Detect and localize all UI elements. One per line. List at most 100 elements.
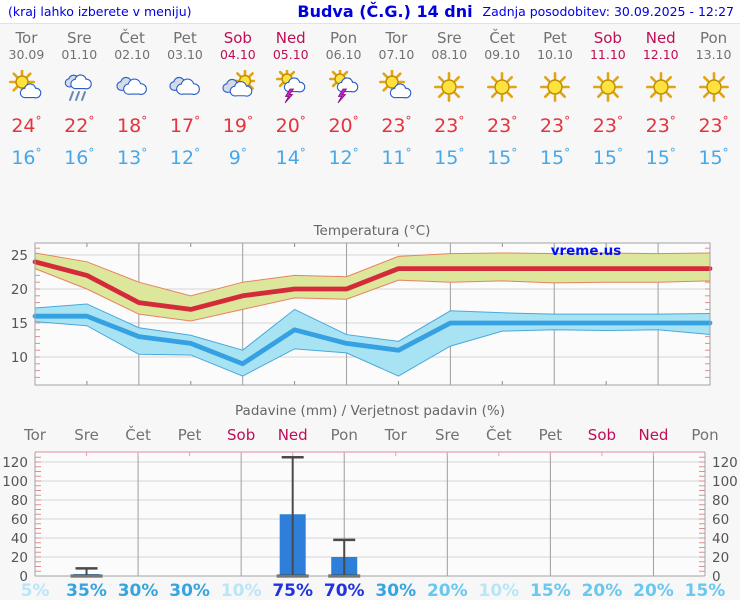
weather-icon-sun bbox=[434, 71, 465, 102]
temp-y-tick: 15 bbox=[11, 316, 28, 332]
precip-probability: 30% bbox=[118, 581, 159, 600]
day-column[interactable]: Sre 08.10 23° 15° bbox=[423, 30, 476, 170]
precip-day-label: Pet bbox=[539, 426, 563, 444]
day-column[interactable]: Ned 12.10 23° 15° bbox=[634, 30, 687, 170]
day-name: Ned bbox=[275, 29, 306, 47]
day-column[interactable]: Sob 04.10 19° 9° bbox=[211, 30, 264, 170]
temp-y-tick: 10 bbox=[11, 350, 28, 366]
precip-probability: 5% bbox=[21, 581, 50, 600]
precip-y-tick-left: 80 bbox=[11, 493, 28, 509]
day-name: Sre bbox=[436, 29, 462, 47]
day-date: 07.10 bbox=[378, 47, 415, 62]
precip-y-tick-right: 40 bbox=[712, 531, 729, 547]
day-name: Pet bbox=[173, 29, 197, 47]
day-date: 08.10 bbox=[431, 47, 468, 62]
day-min-temperature: 15° bbox=[434, 146, 465, 169]
day-max-temperature: 23° bbox=[487, 114, 518, 137]
day-column[interactable]: Pet 10.10 23° 15° bbox=[529, 30, 582, 170]
day-min-temperature: 15° bbox=[698, 146, 729, 169]
day-name: Sob bbox=[223, 29, 252, 47]
weather-icon-sun bbox=[487, 71, 518, 102]
precip-probability: 70% bbox=[324, 581, 365, 600]
day-name: Pet bbox=[543, 29, 567, 47]
day-max-temperature: 22° bbox=[64, 114, 95, 137]
precip-y-tick-left: 100 bbox=[2, 474, 28, 490]
day-max-temperature: 23° bbox=[539, 114, 571, 137]
day-date: 04.10 bbox=[219, 47, 256, 62]
precip-y-tick-right: 20 bbox=[712, 550, 729, 566]
day-name: Pon bbox=[699, 29, 728, 47]
day-min-temperature: 15° bbox=[487, 146, 518, 169]
day-column[interactable]: Sob 11.10 23° 15° bbox=[581, 30, 634, 170]
weather-icon-sun-cloud bbox=[379, 70, 412, 99]
weather-icon-cloud-sun bbox=[222, 70, 255, 97]
day-min-temperature: 14° bbox=[275, 146, 306, 169]
precip-day-label: Tor bbox=[384, 426, 408, 444]
day-column[interactable]: Tor 30.09 24° 16° bbox=[0, 30, 53, 170]
day-column[interactable]: Čet 02.10 18° 13° bbox=[106, 30, 159, 170]
precip-probability: 20% bbox=[582, 581, 623, 600]
precip-y-tick-left: 60 bbox=[11, 512, 28, 528]
day-min-temperature: 15° bbox=[539, 146, 571, 169]
day-date: 09.10 bbox=[484, 47, 521, 62]
precip-y-tick-left: 0 bbox=[19, 569, 28, 585]
precip-probability: 75% bbox=[272, 581, 313, 600]
day-max-temperature: 19° bbox=[222, 114, 253, 137]
day-name: Čet bbox=[489, 29, 515, 47]
precip-y-tick-left: 40 bbox=[11, 531, 28, 547]
day-min-temperature: 13° bbox=[117, 146, 148, 169]
last-updated: Zadnja posodobitev: 30.09.2025 - 12:27 bbox=[482, 4, 734, 19]
precip-probability: 20% bbox=[427, 581, 468, 600]
precip-probability: 10% bbox=[221, 581, 262, 600]
day-name: Tor bbox=[15, 29, 38, 47]
day-column[interactable]: Tor 07.10 23° 11° bbox=[370, 30, 423, 170]
day-date: 03.10 bbox=[167, 47, 203, 62]
day-name: Ned bbox=[645, 29, 676, 47]
day-max-temperature: 20° bbox=[328, 114, 359, 137]
precip-y-tick-right: 0 bbox=[712, 569, 721, 585]
day-column[interactable]: Ned 05.10 20° 14° bbox=[264, 30, 317, 170]
precip-probability: 35% bbox=[66, 581, 107, 600]
day-date: 11.10 bbox=[589, 47, 626, 62]
precipitation-chart: Padavine (mm) / Verjetnost padavin (%) To… bbox=[2, 403, 738, 600]
day-min-temperature: 11° bbox=[381, 146, 412, 169]
precip-y-tick-right: 100 bbox=[712, 474, 738, 490]
precip-chart-title: Padavine (mm) / Verjetnost padavin (%) bbox=[235, 403, 505, 419]
day-min-temperature: 15° bbox=[592, 146, 623, 169]
day-date: 05.10 bbox=[272, 47, 309, 62]
day-min-temperature: 15° bbox=[645, 146, 676, 169]
weather-icon-sun bbox=[645, 71, 676, 102]
temp-y-tick: 20 bbox=[11, 282, 28, 298]
day-column[interactable]: Pet 03.10 17° 12° bbox=[159, 30, 212, 170]
precip-day-label: Pet bbox=[178, 426, 202, 444]
precip-y-tick-right: 80 bbox=[712, 493, 729, 509]
day-min-temperature: 16° bbox=[64, 146, 95, 169]
precip-y-tick-right: 120 bbox=[712, 455, 738, 471]
day-min-temperature: 12° bbox=[169, 146, 201, 169]
day-name: Sob bbox=[593, 29, 622, 47]
day-name: Pon bbox=[329, 29, 358, 47]
day-date: 02.10 bbox=[114, 47, 151, 62]
precip-probability: 15% bbox=[530, 581, 571, 600]
weather-icon-cloudy bbox=[169, 76, 200, 96]
day-name: Čet bbox=[119, 29, 145, 47]
watermark-link[interactable]: vreme.us bbox=[551, 243, 622, 259]
weather-icon-sun bbox=[592, 71, 623, 102]
weather-icon-rain bbox=[64, 74, 93, 101]
header-bar: (kraj lahko izberete v meniju) Budva (Č.… bbox=[0, 0, 740, 24]
day-column[interactable]: Pon 06.10 20° 12° bbox=[317, 30, 370, 170]
precip-probability: 30% bbox=[169, 581, 210, 600]
weather-icon-sun bbox=[539, 71, 570, 102]
day-max-temperature: 20° bbox=[275, 114, 306, 137]
precip-day-label: Čet bbox=[125, 425, 151, 444]
precip-day-label: Ned bbox=[638, 426, 668, 444]
day-column[interactable]: Pon 13.10 23° 15° bbox=[687, 30, 740, 170]
menu-hint[interactable]: (kraj lahko izberete v meniju) bbox=[8, 4, 192, 19]
precip-day-label: Sre bbox=[74, 426, 99, 444]
day-column[interactable]: Sre 01.10 22° 16° bbox=[53, 30, 106, 170]
day-column[interactable]: Čet 09.10 23° 15° bbox=[476, 30, 529, 170]
day-date: 13.10 bbox=[695, 47, 732, 62]
precip-day-label: Sob bbox=[227, 426, 255, 444]
day-max-temperature: 18° bbox=[117, 114, 148, 137]
day-max-temperature: 23° bbox=[645, 114, 676, 137]
